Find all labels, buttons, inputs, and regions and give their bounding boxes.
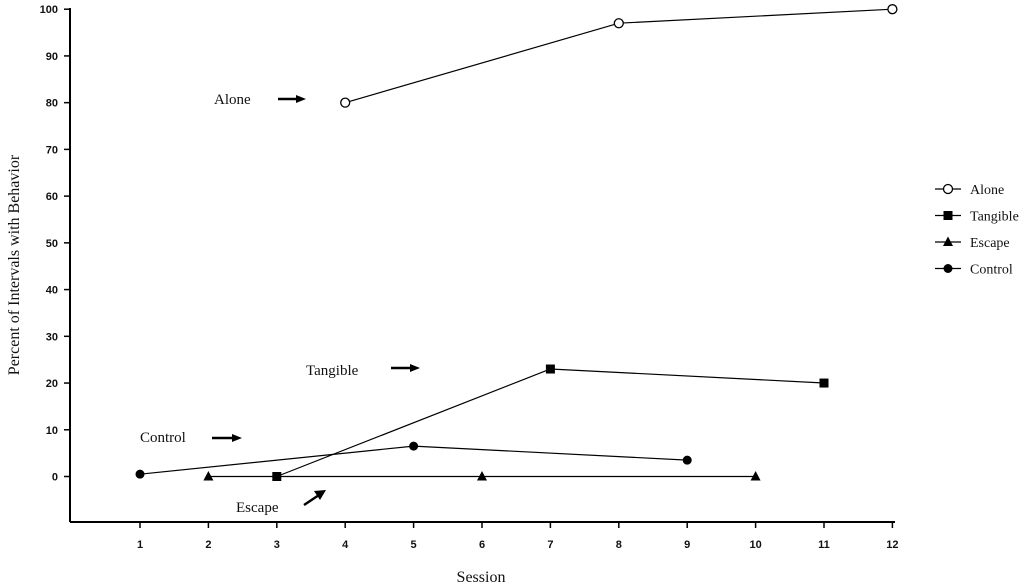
legend-label-alone: Alone — [970, 183, 1004, 198]
y-tick-label: 30 — [46, 331, 58, 343]
annotation-tangible: Tangible — [306, 363, 359, 379]
legend-marker-alone — [942, 183, 954, 195]
annotation-tangible-arrowhead — [410, 364, 420, 372]
point-control — [135, 469, 145, 479]
y-tick-label: 20 — [46, 378, 58, 390]
y-tick-label: 70 — [46, 144, 58, 156]
annotations: Alone Tangible Control Escape — [140, 92, 420, 516]
x-tick-label: 10 — [749, 539, 761, 551]
x-tick-label: 5 — [411, 539, 417, 551]
legend-label-control: Control — [970, 263, 1013, 278]
x-tick-label: 1 — [137, 539, 143, 551]
annotation-escape-arrow — [303, 493, 320, 507]
y-ticks: 0 10 20 30 40 50 60 70 80 90 100 — [40, 4, 70, 484]
point-alone — [887, 4, 898, 15]
annotation-escape-arrowhead — [314, 490, 326, 500]
x-tick-label: 9 — [684, 539, 690, 551]
point-escape — [203, 471, 214, 481]
legend-label-tangible: Tangible — [970, 210, 1019, 225]
y-tick-label: 60 — [46, 191, 58, 203]
legend-marker-tangible — [943, 211, 953, 220]
series-line-tangible — [276, 368, 825, 478]
x-tick-label: 11 — [818, 539, 830, 551]
series-lines — [139, 8, 893, 478]
x-axis-title: Session — [457, 569, 506, 586]
point-escape — [750, 471, 761, 481]
axes — [69, 8, 895, 523]
point-tangible — [545, 364, 555, 374]
x-tick-label: 12 — [886, 539, 898, 551]
y-tick-label: 100 — [40, 4, 58, 16]
y-tick-label: 40 — [46, 285, 58, 297]
point-tangible — [272, 472, 282, 481]
point-control — [682, 455, 692, 465]
point-escape — [477, 471, 487, 481]
legend: Alone Tangible Escape Control — [935, 183, 1019, 278]
annotation-alone: Alone — [214, 92, 251, 108]
point-control — [409, 441, 419, 451]
x-tick-label: 7 — [547, 539, 553, 551]
y-tick-label: 0 — [52, 472, 58, 484]
annotation-escape: Escape — [236, 500, 279, 516]
annotation-control: Control — [140, 430, 186, 446]
y-tick-label: 90 — [46, 51, 58, 63]
legend-marker-control — [943, 264, 953, 273]
point-alone — [613, 18, 624, 29]
annotation-alone-arrowhead — [296, 95, 306, 103]
point-tangible — [819, 378, 829, 388]
legend-marker-escape — [943, 236, 953, 246]
annotation-control-arrowhead — [232, 434, 242, 442]
x-tick-label: 4 — [342, 539, 349, 551]
y-axis-title: Percent of Intervals with Behavior — [6, 154, 23, 375]
series-markers — [135, 4, 898, 481]
x-tick-label: 3 — [274, 539, 280, 551]
x-tick-label: 6 — [479, 539, 485, 551]
x-tick-label: 2 — [205, 539, 211, 551]
y-tick-label: 10 — [46, 425, 58, 437]
legend-label-escape: Escape — [970, 236, 1010, 251]
x-ticks: 1 2 3 4 5 6 7 8 9 10 11 12 — [137, 522, 899, 551]
point-alone — [340, 97, 351, 108]
y-tick-label: 50 — [46, 238, 58, 250]
y-tick-label: 80 — [46, 98, 58, 110]
x-tick-label: 8 — [616, 539, 622, 551]
